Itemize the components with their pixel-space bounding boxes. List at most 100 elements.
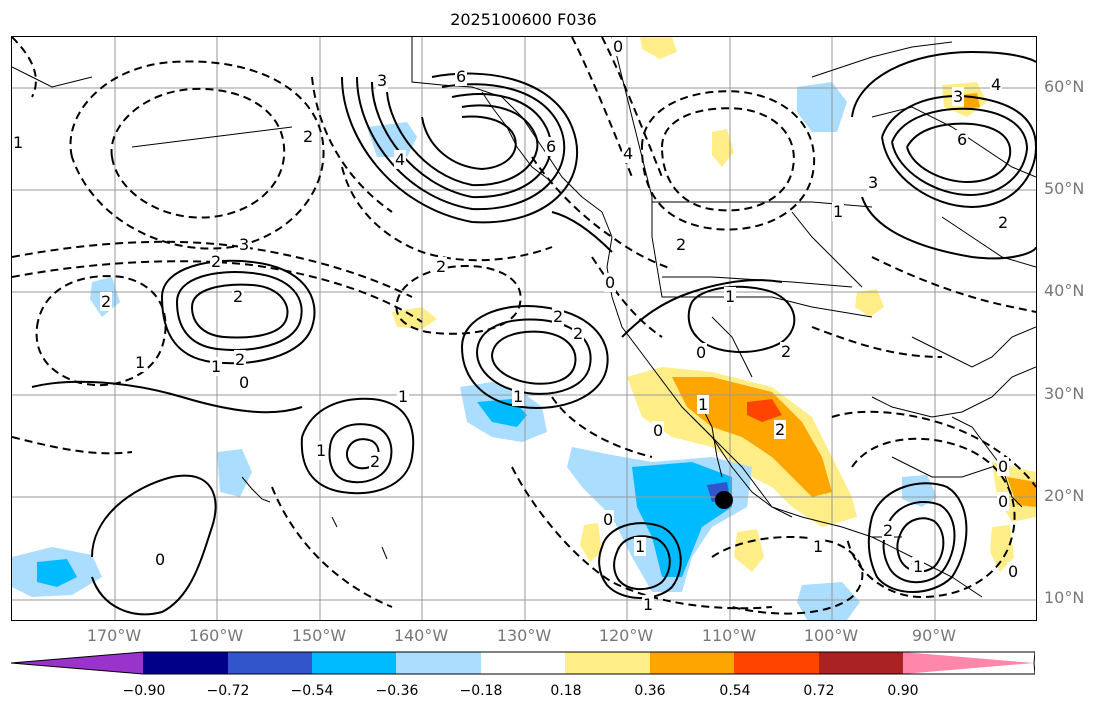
contour-label: 1 <box>724 287 737 306</box>
positive-region-10 <box>990 525 1014 572</box>
contour-label: 6 <box>545 137 558 156</box>
colorbar-cell <box>903 652 1034 674</box>
negative-anomaly-core <box>632 462 732 577</box>
contour-label: 2 <box>232 287 245 306</box>
colorbar-tick-label: −0.72 <box>206 683 250 699</box>
contour-label: 3 <box>376 71 389 90</box>
map-title: 2025100600 F036 <box>450 10 597 29</box>
colorbar-cell <box>650 652 734 674</box>
contour-label: 1 <box>832 202 845 221</box>
contour-label: 0 <box>612 37 625 56</box>
contour-label: 2 <box>997 213 1010 232</box>
contour-label: 0 <box>652 421 665 440</box>
contour-label: 1 <box>315 441 328 460</box>
contour-label: 3 <box>952 87 965 106</box>
colorbar-cell <box>565 652 650 674</box>
contour-label: 2 <box>552 307 565 326</box>
contour-label: 4 <box>990 75 1003 94</box>
colorbar-tick-label: 0.72 <box>803 683 835 699</box>
contour-label: 2 <box>774 420 787 439</box>
contour-label: 6 <box>956 130 969 149</box>
contour-label: 1 <box>812 537 825 556</box>
colorbar-tick-label: −0.18 <box>459 683 503 699</box>
shading-layer <box>12 37 1036 620</box>
contour-label: 1 <box>134 353 147 372</box>
contour-label: 1 <box>634 537 647 556</box>
positive-region-8 <box>640 37 677 59</box>
colorbar-cell <box>11 652 143 674</box>
contour-labels: 6 3 4 6 4 3 2 0 2 1 0 2 2 1 1 2 0 2 1 0 … <box>12 37 1036 620</box>
contour-label: 1 <box>912 557 925 576</box>
contour-label: 1 <box>12 133 25 152</box>
contour-label: 1 <box>397 387 410 406</box>
contour-label: 2 <box>435 257 448 276</box>
positive-contours <box>31 50 1036 616</box>
contour-label: 2 <box>302 127 315 146</box>
contour-label: 3 <box>238 235 251 254</box>
negative-region-4 <box>797 82 847 132</box>
colorbar-cell <box>396 652 481 674</box>
lon-label: 110°W <box>701 626 757 645</box>
lon-label: 120°W <box>598 626 654 645</box>
colorbar-tick-label: −0.36 <box>375 683 419 699</box>
colorbar-outline <box>11 651 1035 675</box>
lat-label: 30°N <box>1044 384 1085 403</box>
colorbar-cells <box>11 651 1035 675</box>
map-canvas <box>12 37 1036 620</box>
storm-center-dot <box>715 491 733 509</box>
contour-label: 0 <box>997 457 1010 476</box>
contour-label: 0 <box>154 550 167 569</box>
positive-anomaly-core <box>672 377 832 497</box>
contour-label: 0 <box>238 373 251 392</box>
contour-label: 2 <box>210 252 223 271</box>
contour-label: 4 <box>394 150 407 169</box>
contour-label: 1 <box>512 387 525 406</box>
lon-label: 170°W <box>86 626 142 645</box>
map-panel: 6 3 4 6 4 3 2 0 2 1 0 2 2 1 1 2 0 2 1 0 … <box>11 36 1037 621</box>
lat-label: 40°N <box>1044 281 1085 300</box>
colorbar-tick-label: 0.18 <box>550 683 582 699</box>
lon-label: 100°W <box>803 626 859 645</box>
lat-label: 10°N <box>1044 588 1085 607</box>
positive-anomaly-peak <box>747 399 782 422</box>
lon-label: 140°W <box>393 626 449 645</box>
contour-label: 0 <box>602 510 615 529</box>
negative-region-3-core <box>37 559 77 587</box>
contour-label: 2 <box>780 342 793 361</box>
positive-region-4-core <box>1007 477 1036 507</box>
colorbar-cell <box>819 652 903 674</box>
contour-label: 0 <box>1007 562 1020 581</box>
contour-label: 2 <box>882 521 895 540</box>
colorbar-tick-label: 0.90 <box>887 683 919 699</box>
colorbar-tick-label: −0.54 <box>290 683 334 699</box>
positive-region-6 <box>855 289 884 317</box>
lon-label: 160°W <box>188 626 244 645</box>
contour-label: 0 <box>695 343 708 362</box>
colorbar-cell <box>228 652 312 674</box>
negative-contours <box>12 37 1036 615</box>
contour-label: 1 <box>697 395 710 414</box>
colorbar-tick-label: 0.36 <box>634 683 666 699</box>
colorbar-tick-label: −0.90 <box>122 683 166 699</box>
positive-region-7 <box>734 529 764 572</box>
contour-label: 2 <box>369 452 382 471</box>
colorbar-cell <box>312 652 396 674</box>
contour-label: 0 <box>997 492 1010 511</box>
lat-label: 20°N <box>1044 486 1085 505</box>
contour-label: 6 <box>455 67 468 86</box>
colorbar-cell <box>143 652 228 674</box>
positive-region-5 <box>712 129 734 167</box>
lon-label: 130°W <box>496 626 552 645</box>
positive-region-2 <box>392 307 437 329</box>
negative-region-6 <box>217 449 252 497</box>
colorbar-tick-label: 0.54 <box>719 683 751 699</box>
contour-label: 3 <box>867 173 880 192</box>
contour-label: 4 <box>622 144 635 163</box>
negative-region-9 <box>797 582 860 620</box>
contour-label: 1 <box>642 595 655 614</box>
colorbar-cell <box>734 652 819 674</box>
lat-label: 50°N <box>1044 179 1085 198</box>
lon-label: 150°W <box>291 626 347 645</box>
colorbar <box>11 651 1035 675</box>
positive-region-9 <box>580 523 602 562</box>
